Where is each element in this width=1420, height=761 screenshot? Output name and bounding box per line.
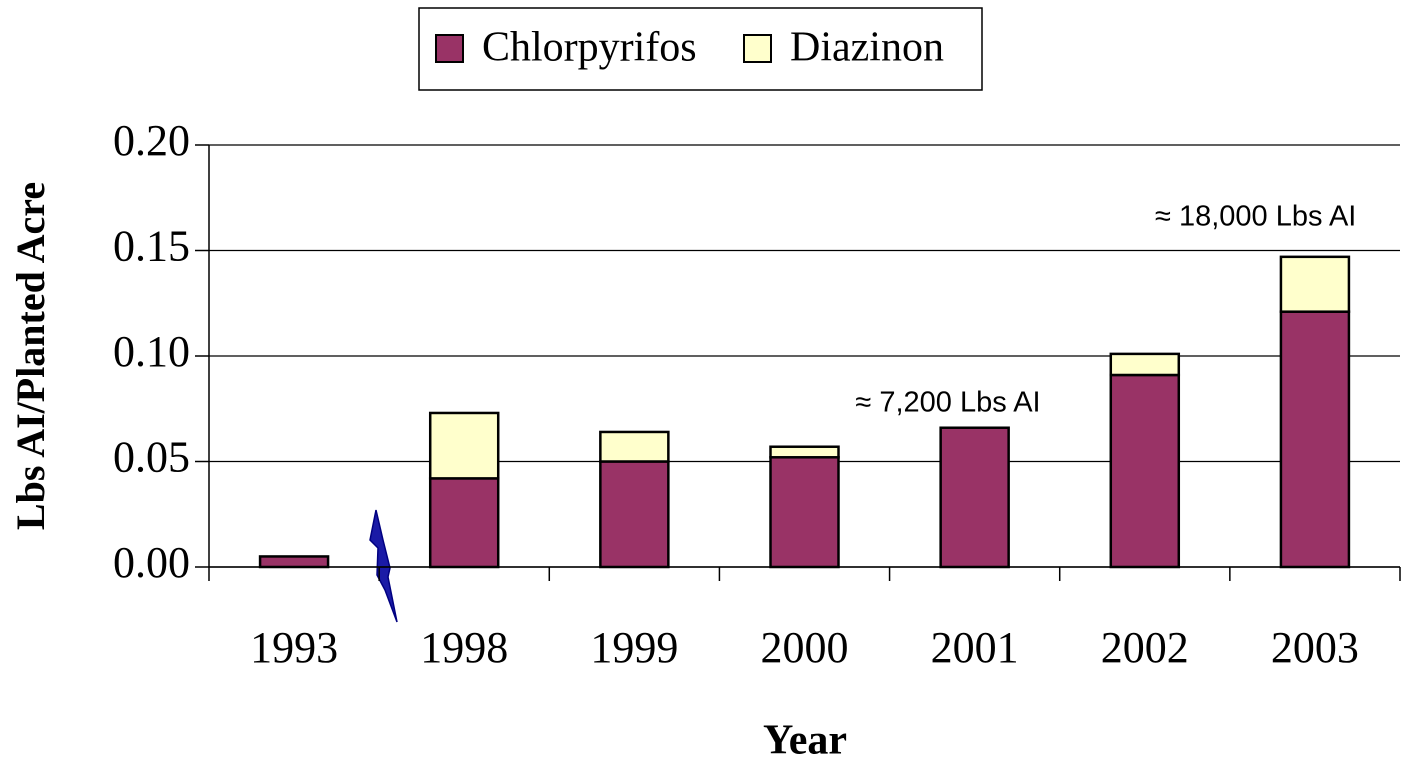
x-tick-label: 1998 [420,623,508,672]
x-tick-label: 2002 [1101,623,1189,672]
axis-break [369,509,398,623]
bar-segment [599,460,670,569]
legend-swatch [435,34,464,63]
x-axis-title: Year [763,718,847,761]
bar-segment [769,445,840,459]
bar-segment [1109,352,1181,377]
bar-segment [258,555,330,569]
y-axis-title: Lbs AI/Planted Acre [8,182,53,530]
x-tick-label: 2003 [1271,623,1359,672]
bar-segment [1279,255,1351,313]
x-tick-label: 1993 [250,623,338,672]
legend: Chlorpyrifos Diazinon [418,7,983,91]
x-tick-label: 2001 [931,623,1019,672]
bar-segment [428,411,500,480]
y-tick-label: 0.00 [113,538,190,587]
annotation: ≈ 18,000 Lbs AI [1155,201,1356,233]
x-tick-label: 1999 [590,623,678,672]
legend-swatch [743,34,772,63]
y-tick-label: 0.15 [113,222,190,271]
bar-segment [428,477,500,569]
y-tick-label: 0.10 [113,327,190,376]
y-tick-label: 0.20 [113,116,190,165]
x-tick-label: 2000 [761,623,849,672]
y-tick-label: 0.05 [113,433,190,482]
bar-segment [769,456,840,569]
annotation: ≈ 7,200 Lbs AI [855,387,1040,419]
legend-box [418,7,983,91]
bar-segment [1279,310,1351,569]
legend-label: Diazinon [790,25,944,71]
legend-label: Chlorpyrifos [482,25,697,71]
bar-segment [1109,373,1181,569]
bar-segment [939,426,1010,569]
bar-segment [599,430,670,463]
